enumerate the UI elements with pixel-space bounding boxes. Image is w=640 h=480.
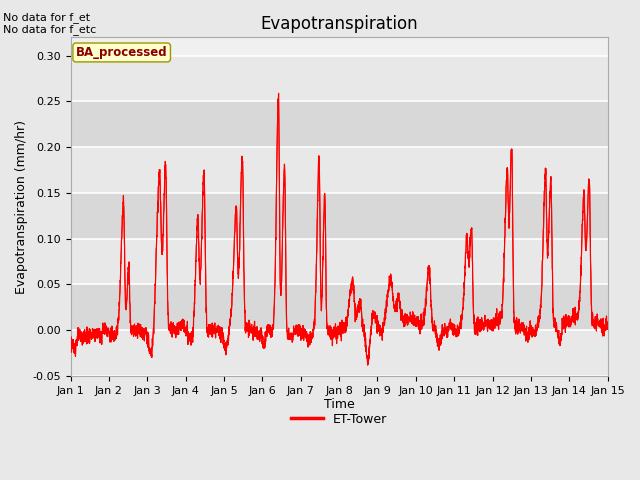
Bar — [70, 56, 607, 101]
Text: No data for f_et
No data for f_etc: No data for f_et No data for f_etc — [3, 12, 97, 36]
X-axis label: Time: Time — [324, 398, 355, 411]
Bar — [70, 285, 607, 330]
Legend: ET-Tower: ET-Tower — [286, 408, 392, 431]
Y-axis label: Evapotranspiration (mm/hr): Evapotranspiration (mm/hr) — [15, 120, 28, 294]
Bar — [70, 147, 607, 193]
Text: BA_processed: BA_processed — [76, 46, 168, 59]
Bar — [70, 101, 607, 147]
Bar — [70, 193, 607, 239]
Bar — [70, 239, 607, 285]
Title: Evapotranspiration: Evapotranspiration — [260, 15, 418, 33]
Bar — [70, 330, 607, 376]
